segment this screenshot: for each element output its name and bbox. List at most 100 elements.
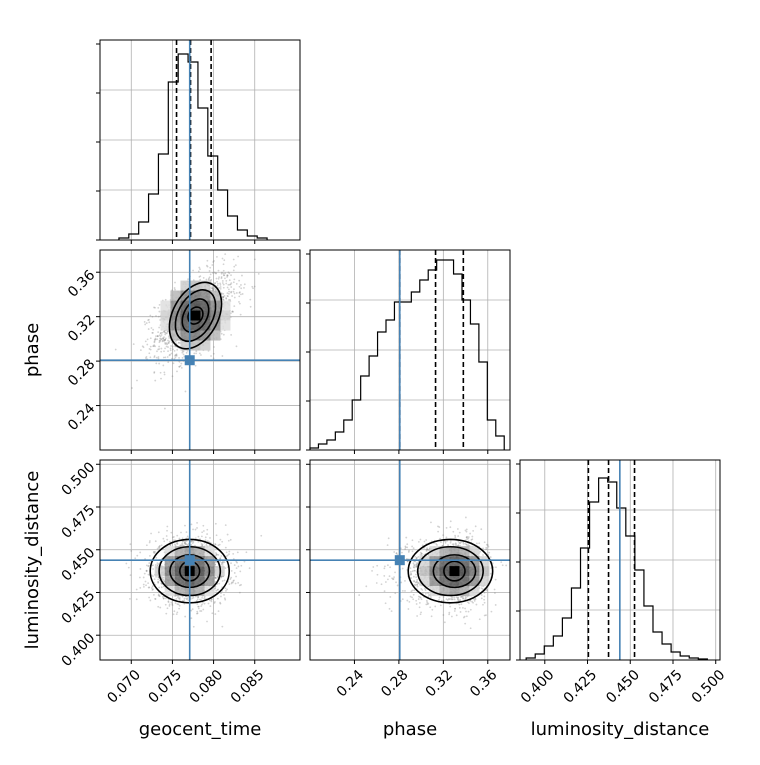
sample-point [460, 541, 462, 543]
sample-point [223, 263, 225, 265]
sample-point [197, 612, 199, 614]
sample-point [198, 608, 200, 610]
sample-point [158, 587, 160, 589]
sample-point [153, 356, 155, 358]
sample-point [479, 618, 481, 620]
sample-point [456, 614, 458, 616]
sample-point [161, 586, 163, 588]
sample-point [454, 535, 456, 537]
sample-point [481, 597, 483, 599]
sample-point [387, 544, 389, 546]
sample-point [237, 551, 239, 553]
density-cell [190, 341, 200, 351]
sample-point [426, 549, 428, 551]
sample-point [231, 570, 233, 572]
sample-point [166, 526, 168, 528]
sample-point [413, 570, 415, 572]
sample-point [147, 565, 149, 567]
sample-point [198, 536, 200, 538]
grid [310, 250, 510, 450]
sample-point [206, 265, 208, 267]
sample-point [250, 306, 252, 308]
sample-point [128, 567, 130, 569]
sample-point [463, 543, 465, 545]
sample-point [149, 315, 151, 317]
sample-point [404, 548, 406, 550]
sample-point [224, 599, 226, 601]
sample-point [140, 349, 142, 351]
sample-point [443, 600, 445, 602]
sample-point [151, 327, 153, 329]
sample-point [215, 523, 217, 525]
sample-point [149, 542, 151, 544]
sample-point [416, 565, 418, 567]
sample-point [228, 291, 230, 293]
sample-point [466, 538, 468, 540]
sample-point [466, 536, 468, 538]
sample-point [402, 598, 404, 600]
sample-point [169, 603, 171, 605]
sample-point [193, 541, 195, 543]
sample-point [230, 539, 232, 541]
sample-point [158, 356, 160, 358]
sample-point [162, 596, 164, 598]
sample-point [228, 540, 230, 542]
sample-point [372, 566, 374, 568]
sample-point [446, 598, 448, 600]
sample-point [236, 345, 238, 347]
sample-point [196, 527, 198, 529]
sample-point [139, 552, 141, 554]
sample-point [426, 547, 428, 549]
sample-point [430, 521, 432, 523]
sample-point [169, 544, 171, 546]
sample-point [400, 582, 402, 584]
sample-point [425, 589, 427, 591]
sample-point [383, 567, 385, 569]
sample-point [149, 600, 151, 602]
sample-point [206, 260, 208, 262]
sample-point [164, 339, 166, 341]
sample-point [162, 338, 164, 340]
sample-point [190, 610, 192, 612]
sample-point [481, 594, 483, 596]
sample-point [232, 553, 234, 555]
sample-point [187, 536, 189, 538]
sample-point [161, 544, 163, 546]
sample-point [483, 599, 485, 601]
sample-point [240, 314, 242, 316]
sample-point [241, 275, 243, 277]
joint-panel-geocent_time-luminosity_distance [96, 460, 300, 664]
sample-point [197, 596, 199, 598]
sample-point [234, 293, 236, 295]
sample-point [162, 340, 164, 342]
sample-point [136, 380, 138, 382]
sample-point [222, 564, 224, 566]
sample-point [228, 551, 230, 553]
sample-point [238, 280, 240, 282]
sample-point [178, 604, 180, 606]
sample-point [233, 259, 235, 261]
joint-content [100, 460, 300, 660]
sample-point [139, 587, 141, 589]
sample-point [230, 286, 232, 288]
sample-point [223, 287, 225, 289]
sample-point [221, 292, 223, 294]
sample-point [154, 578, 156, 580]
sample-point [222, 296, 224, 298]
sample-point [443, 596, 445, 598]
sample-point [233, 579, 235, 581]
sample-point [444, 621, 446, 623]
sample-point [208, 603, 210, 605]
sample-point [406, 600, 408, 602]
sample-point [184, 616, 186, 618]
sample-point [218, 583, 220, 585]
sample-point [209, 276, 211, 278]
sample-point [251, 286, 253, 288]
sample-point [216, 256, 218, 258]
sample-point [466, 543, 468, 545]
density-cell [160, 301, 170, 311]
sample-point [490, 573, 492, 575]
sample-point [217, 598, 219, 600]
sample-point [157, 307, 159, 309]
sample-point [230, 291, 232, 293]
